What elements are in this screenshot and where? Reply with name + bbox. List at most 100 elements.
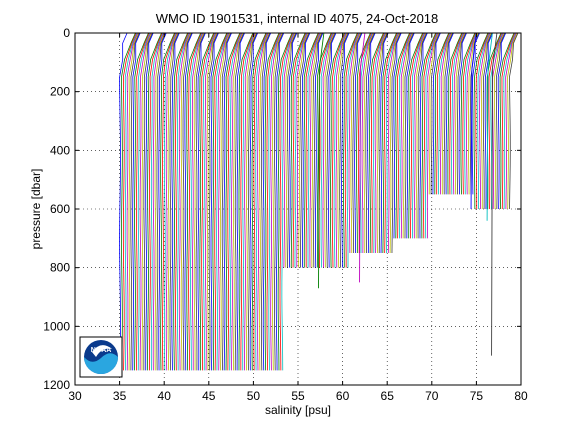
profile-line [255,32,268,371]
profile-line [354,32,363,254]
x-tick-label: 75 [470,389,484,403]
profile-line [124,32,138,371]
profile-line [259,32,270,371]
y-tick-label: 600 [50,202,70,216]
x-tick-label: 45 [202,389,216,403]
profile-line [218,32,230,371]
profile-line [361,32,374,254]
profile-line [333,32,347,268]
profile-line [173,32,188,371]
profile-line [509,32,519,210]
profile-line [275,32,285,371]
profile-line [484,32,494,210]
profile-line [501,32,516,210]
profile-line [486,32,502,210]
profile-line [236,32,245,371]
profile-line [363,32,374,254]
profile-line [249,32,259,371]
x-tick-label: 50 [247,389,261,403]
profile-line [204,32,217,371]
profile-line [324,32,335,268]
profile-line [154,32,166,371]
profile-line [214,32,228,371]
profile-line [380,32,389,254]
profile-line [130,32,140,371]
profile-line [311,32,322,268]
profile-line [190,32,203,371]
profile-line [441,32,453,195]
x-tick-label: 60 [336,389,350,403]
profile-line [413,32,426,239]
profile-line [160,32,175,371]
profile-line [471,32,480,195]
profile-line [292,32,307,268]
profile-line [398,32,412,239]
profile-line [374,32,387,254]
profile-line [244,32,256,371]
profile-line [223,32,232,371]
profile-line [219,32,231,371]
profile-line [208,32,219,371]
x-tick-label: 70 [425,389,439,403]
profile-line [335,32,348,268]
y-axis-ticks: 0 200 400 600 800 1000 1200 [43,26,521,392]
profile-line [372,32,386,254]
profile-line [257,32,269,371]
profile-line [462,32,476,195]
profile-line [294,32,308,268]
profile-line [191,32,204,371]
profile-line [492,32,504,210]
profile-line [341,32,350,268]
profile-line [337,32,348,268]
profile-line [343,32,358,268]
profile-line [322,32,334,268]
profile-line [273,32,284,371]
profile-line [288,32,298,268]
profile-line [479,32,491,210]
profile-line [475,32,490,210]
profile-line [419,32,428,239]
profile-line [300,32,310,268]
profile-line [266,32,281,371]
profile-line [251,32,267,371]
profile-line [421,32,437,239]
profile-line [242,32,255,371]
profile-line [309,32,321,268]
profile-line [432,32,441,195]
profile-line [470,32,477,210]
profile-line [466,32,478,195]
profile-line [175,32,189,371]
profile-line [423,32,437,239]
profile-line [456,32,467,195]
profile-line [491,32,498,356]
profile-line [426,32,439,239]
profile-line [238,32,254,371]
profile-line [391,32,401,254]
y-tick-label: 0 [63,26,70,40]
profile-line [122,32,137,371]
x-axis-label: salinity [psu] [265,403,331,417]
profile-line [370,32,385,254]
profile-line [417,32,427,239]
profile-line [344,32,359,268]
profile-line [430,32,440,195]
profile-line [328,32,337,268]
profile-line [210,32,219,371]
profile-line [270,32,282,371]
profile-line [182,32,192,371]
profile-line [326,32,336,268]
profile-line [499,32,515,210]
x-axis-ticks: 30 35 40 45 50 55 60 65 70 75 80 [68,33,528,403]
svg-text:NOAA: NOAA [91,347,112,354]
profile-line [137,32,151,371]
profile-line [313,32,323,268]
profile-line [339,32,349,268]
profile-line [145,32,154,371]
profile-line [348,32,361,254]
profile-line [359,32,366,283]
x-tick-label: 55 [291,389,305,403]
profile-line [180,32,192,371]
profile-line [152,32,165,371]
profile-line [262,32,272,371]
